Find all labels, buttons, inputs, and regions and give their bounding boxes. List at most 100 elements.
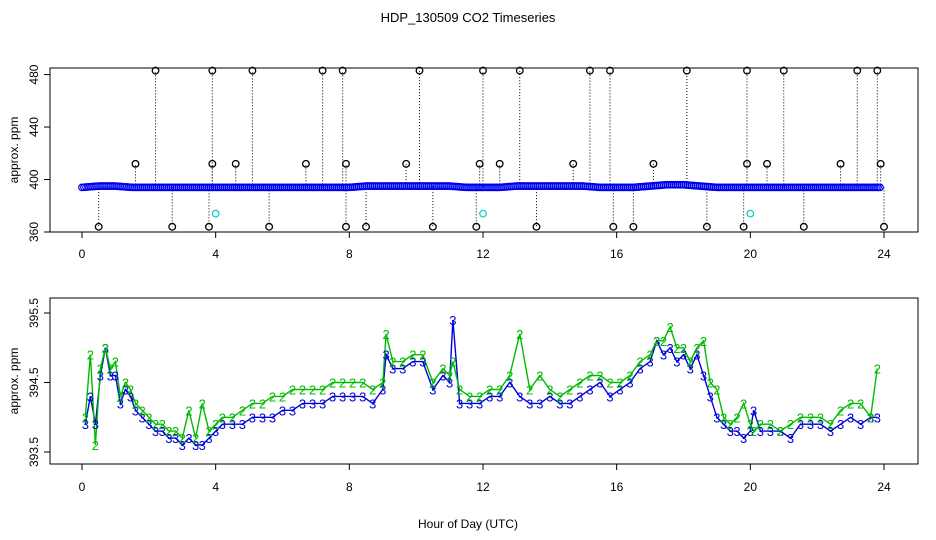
series-3-label: 3	[466, 396, 473, 411]
series-2-label: 2	[667, 320, 674, 335]
series-2-line	[84, 325, 878, 446]
series-3-label: 3	[486, 389, 493, 404]
outlier-point	[265, 222, 274, 231]
series-3-label: 3	[576, 389, 583, 404]
outlier-point	[472, 222, 481, 231]
series-2-label: 2	[680, 341, 687, 356]
series-2-label: 2	[359, 376, 366, 391]
series-3-label: 3	[127, 389, 134, 404]
series-3-label: 3	[680, 348, 687, 363]
series-2-label: 2	[636, 355, 643, 370]
series-3-label: 3	[117, 396, 124, 411]
series-3-label: 3	[797, 417, 804, 432]
series-2-label: 2	[165, 424, 172, 439]
cyan-point	[211, 209, 220, 218]
series-3-line	[84, 319, 878, 447]
series-3-label: 3	[359, 389, 366, 404]
series-2-label: 2	[556, 389, 563, 404]
series-2-label: 2	[720, 410, 727, 425]
outlier-point	[495, 159, 504, 168]
outlier-point	[702, 222, 711, 231]
series-2-label: 2	[439, 362, 446, 377]
series-2-label: 2	[646, 348, 653, 363]
series-3-label: 3	[269, 410, 276, 425]
series-2-label: 2	[874, 362, 881, 377]
series-2-label: 2	[259, 396, 266, 411]
outlier-point	[853, 66, 862, 75]
series-2-label: 2	[107, 362, 114, 377]
series-2-label: 2	[429, 376, 436, 391]
series-2-label: 2	[219, 410, 226, 425]
series-3-label: 3	[596, 376, 603, 391]
series-3-label: 3	[667, 341, 674, 356]
series-2-label: 2	[82, 410, 89, 425]
x-tick-label: 24	[877, 480, 891, 494]
series-2-label: 2	[506, 369, 513, 384]
series-3-label: 3	[693, 348, 700, 363]
series-3-label: 3	[152, 424, 159, 439]
series-3-label: 3	[449, 313, 456, 328]
series-2-label: 2	[122, 376, 129, 391]
series-2-label: 2	[767, 417, 774, 432]
series-3-label: 3	[179, 438, 186, 453]
series-3-label: 3	[439, 369, 446, 384]
series-2-label: 2	[229, 410, 236, 425]
series-3-label: 3	[239, 417, 246, 432]
series-2-label: 2	[626, 369, 633, 384]
x-tick-label: 4	[212, 247, 219, 261]
series-2-label: 2	[192, 431, 199, 446]
series-3-label: 3	[279, 403, 286, 418]
outlier-point	[338, 66, 347, 75]
outlier-point	[873, 66, 882, 75]
series-2-label: 2	[329, 376, 336, 391]
series-3-label: 3	[707, 389, 714, 404]
outlier-point	[799, 222, 808, 231]
series-3-label: 3	[199, 438, 206, 453]
outlier-point	[151, 66, 160, 75]
outlier-point	[362, 222, 370, 231]
outlier-point	[779, 66, 788, 75]
outlier-point	[743, 66, 751, 75]
series-2-label: 2	[757, 417, 764, 432]
y-tick-label: 395.5	[27, 298, 41, 328]
series-3-label: 3	[456, 396, 463, 411]
series-2-label: 2	[857, 396, 864, 411]
outlier-point	[739, 222, 748, 231]
series-3-label: 3	[219, 417, 226, 432]
series-2-label: 2	[289, 382, 296, 397]
series-3-label: 3	[616, 382, 623, 397]
series-2-label: 2	[693, 341, 700, 356]
series-2-label: 2	[687, 355, 694, 370]
outlier-point	[743, 159, 751, 168]
series-3-label: 3	[299, 396, 306, 411]
series-2-label: 2	[299, 382, 306, 397]
series-3-label: 3	[867, 410, 874, 425]
series-3-label: 3	[626, 376, 633, 391]
series-2-label: 2	[449, 355, 456, 370]
series-2-label: 2	[807, 410, 814, 425]
series-3-label: 3	[673, 355, 680, 370]
outlier-point	[94, 222, 103, 231]
top-plot-frame	[49, 67, 919, 233]
series-3-label: 3	[229, 417, 236, 432]
series-3-label: 3	[700, 369, 707, 384]
y-tick-label: 394.5	[27, 367, 41, 397]
top-cyan-points	[211, 209, 755, 218]
series-3-label: 3	[382, 348, 389, 363]
outlier-point	[682, 66, 691, 75]
series-2-label: 2	[279, 389, 286, 404]
outlier-point	[629, 222, 638, 231]
series-3-label: 3	[289, 403, 296, 418]
series-2-label: 2	[369, 382, 376, 397]
series-3-label: 3	[319, 396, 326, 411]
outlier-point	[168, 222, 177, 231]
series-3-label: 3	[329, 389, 336, 404]
outlier-point	[342, 159, 350, 168]
series-3-label: 3	[379, 382, 386, 397]
series-3-label: 3	[817, 417, 824, 432]
outlier-point	[475, 159, 484, 168]
series-3-label: 3	[767, 424, 774, 439]
series-2-label: 2	[653, 334, 660, 349]
outlier-point	[585, 66, 594, 75]
x-tick-label: 12	[476, 480, 490, 494]
